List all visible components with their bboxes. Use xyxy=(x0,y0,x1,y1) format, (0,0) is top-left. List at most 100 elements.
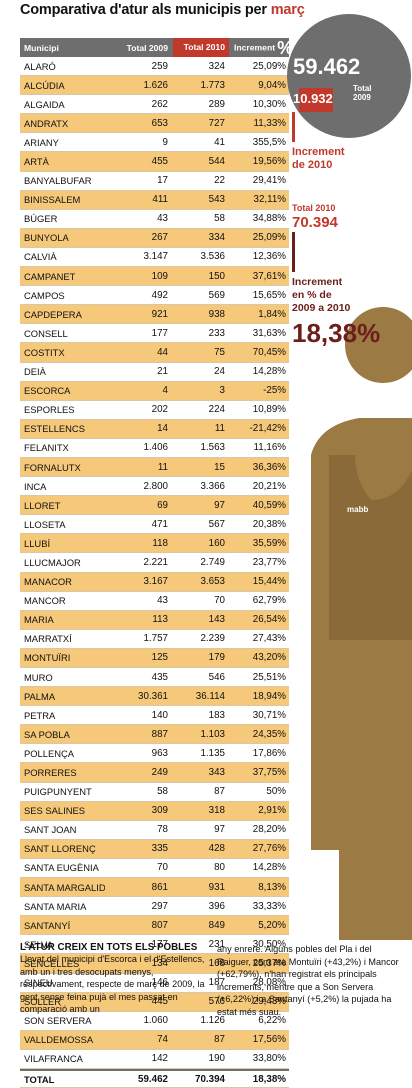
cell-total-2009: 134 xyxy=(151,957,168,969)
cell-total-2009: 177 xyxy=(151,327,168,339)
cell-total-2009: 146 xyxy=(151,977,168,989)
table-body: ALARÓ 259 324 25,09% ALCÚDIA 1.626 1.773 9,04% A… xyxy=(20,57,289,1069)
increment-label-line1: Increment xyxy=(292,146,345,158)
cell-increment: 35,59% xyxy=(252,537,286,549)
cell-total-2009: 74 xyxy=(157,1034,168,1046)
cell-total-2010: 3.536 xyxy=(200,251,225,263)
total-2009-label-line1: Total xyxy=(353,84,372,93)
table-row: ARTÀ 455 544 19,56% xyxy=(20,152,289,172)
cell-total-2010: 11 xyxy=(214,423,225,435)
cell-total-2009: 445 xyxy=(151,996,168,1008)
cell-increment: 11,33% xyxy=(253,117,287,129)
cell-total-2009: 177 xyxy=(151,938,168,950)
cell-municipi: BANYALBUFAR xyxy=(24,175,92,187)
table-row: PALMA 30.361 36.114 18,94% xyxy=(20,687,289,707)
cell-total-2010: 22 xyxy=(214,175,225,187)
cell-total-2009: 1.060 xyxy=(143,1015,168,1027)
pct-label-line2: en % de xyxy=(292,289,332,301)
cell-increment: 1,84% xyxy=(258,308,286,320)
cell-increment: 34,88% xyxy=(252,213,286,225)
table-row: ALGAIDA 262 289 10,30% xyxy=(20,95,289,115)
cell-increment: 9,04% xyxy=(258,79,286,91)
cell-municipi: SES SALINES xyxy=(24,805,85,817)
cell-total-2009: 963 xyxy=(151,747,168,759)
cell-total-2010: 183 xyxy=(208,709,225,721)
cell-total-2010: 324 xyxy=(208,60,225,72)
total-label: TOTAL xyxy=(24,1073,55,1085)
cell-total-2010: 1.773 xyxy=(200,79,225,91)
cell-increment: 33,33% xyxy=(252,900,286,912)
cell-total-2010: 58 xyxy=(214,213,225,225)
increment-wedge xyxy=(299,88,333,112)
table-row: INCA 2.800 3.366 20,21% xyxy=(20,477,289,497)
table-row: ESCORCA 4 3 -25% xyxy=(20,381,289,401)
table-row: VALLDEMOSSA 74 87 17,56% xyxy=(20,1030,289,1050)
apron-logo: mabb xyxy=(347,505,368,514)
title-highlight: març xyxy=(270,2,305,18)
cell-total-2010: 24 xyxy=(214,366,225,378)
cell-municipi: VALLDEMOSSA xyxy=(24,1034,94,1046)
cell-total-2009: 9 xyxy=(162,136,168,148)
cell-municipi: PETRA xyxy=(24,709,56,721)
cell-total-2010: 1.135 xyxy=(200,747,225,759)
header-municipi: Municipi xyxy=(24,42,59,53)
cell-total-2009: 335 xyxy=(151,843,168,855)
cell-increment: 28,08% xyxy=(252,977,286,989)
cell-total-2009: 70 xyxy=(157,862,168,874)
cell-total-2009: 43 xyxy=(157,595,168,607)
table-row: SANT LLORENÇ 335 428 27,76% xyxy=(20,839,289,859)
cell-total-2010: 543 xyxy=(208,194,225,206)
header-total-2010: Total 2010 xyxy=(173,38,229,57)
cell-municipi: CONSELL xyxy=(24,327,68,339)
cell-total-2010: 576 xyxy=(208,996,225,1008)
cell-total-2010: 727 xyxy=(208,117,225,129)
table-row: ANDRATX 653 727 11,33% xyxy=(20,114,289,134)
table-row: LLUCMAJOR 2.221 2.749 23,77% xyxy=(20,553,289,573)
cell-total-2010: 3.366 xyxy=(200,480,225,492)
cell-total-2009: 202 xyxy=(151,404,168,416)
cell-municipi: SON SERVERA xyxy=(24,1015,92,1027)
cell-municipi: COSTITX xyxy=(24,346,65,358)
cell-municipi: ESPORLES xyxy=(24,404,75,416)
figure-apron xyxy=(329,455,412,640)
cell-increment: 50% xyxy=(266,786,286,798)
table-row: SANT JOAN 78 97 28,20% xyxy=(20,821,289,840)
cell-municipi: DEIÀ xyxy=(24,366,46,378)
cell-increment: 23,77% xyxy=(252,556,286,568)
cell-municipi: LLUBÍ xyxy=(24,537,51,549)
cell-total-2010: 80 xyxy=(214,862,225,874)
pct-label-line1: Increment xyxy=(292,276,343,288)
total-increment: 18,38% xyxy=(252,1073,286,1085)
cell-increment: 25,37% xyxy=(252,957,286,969)
cell-total-2010: 150 xyxy=(208,270,225,282)
cell-total-2009: 4 xyxy=(162,385,168,397)
cell-total-2009: 2.221 xyxy=(143,556,168,568)
connector-line xyxy=(292,112,295,142)
cell-total-2009: 861 xyxy=(151,881,168,893)
cell-total-2010: 1.563 xyxy=(200,442,225,454)
cell-total-2010: 546 xyxy=(208,671,225,683)
cell-total-2010: 396 xyxy=(208,900,225,912)
cell-municipi: SANTANYÍ xyxy=(24,919,71,931)
cell-municipi: CALVIÀ xyxy=(24,251,57,263)
cell-total-2009: 44 xyxy=(157,346,168,358)
cell-total-2010: 289 xyxy=(208,98,225,110)
total-2010-value: 70.394 xyxy=(292,214,338,231)
cell-municipi: SANTA EUGÈNIA xyxy=(24,862,99,874)
cell-total-2010: 3.653 xyxy=(200,576,225,588)
cell-total-2010: 428 xyxy=(208,843,225,855)
cell-municipi: MONTUÏRI xyxy=(24,652,71,664)
cell-total-2009: 807 xyxy=(151,919,168,931)
table-row: FORNALUTX 11 15 36,36% xyxy=(20,457,289,478)
cell-total-2009: 921 xyxy=(151,308,168,320)
cell-municipi: ALGAIDA xyxy=(24,98,65,110)
cell-total-2009: 1.406 xyxy=(143,442,168,454)
cell-increment: 10,30% xyxy=(252,98,286,110)
cell-total-2010: 190 xyxy=(208,1053,225,1065)
cell-municipi: PORRERES xyxy=(24,767,77,779)
table-row: MARRATXÍ 1.757 2.239 27,43% xyxy=(20,630,289,649)
increment-label: Increment de 2010 xyxy=(292,146,345,172)
figure-head xyxy=(345,307,412,383)
table-row: SANTA MARIA 297 396 33,33% xyxy=(20,897,289,917)
cell-increment: 8,13% xyxy=(258,881,286,893)
